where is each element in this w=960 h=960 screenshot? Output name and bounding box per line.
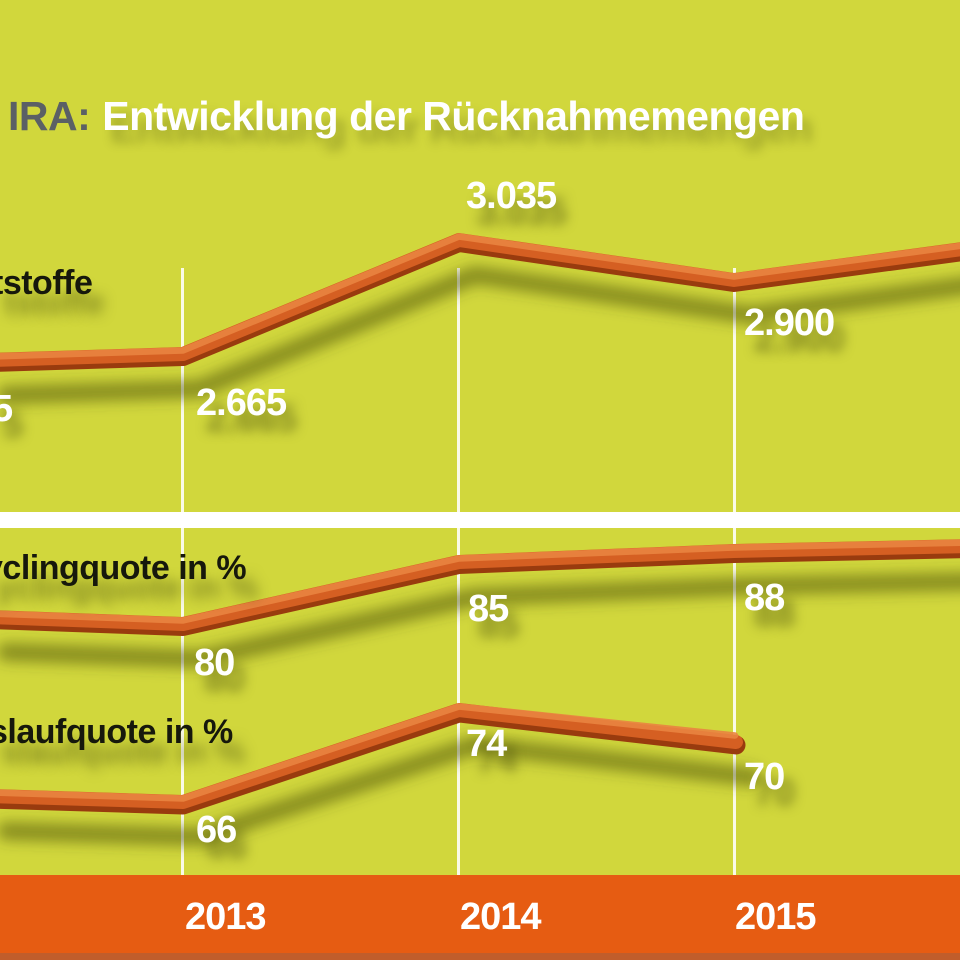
value-lauf-2015: 70 bbox=[744, 756, 785, 798]
year-label-2014: 2014 bbox=[460, 896, 542, 938]
series-label-tonnage: tstoffe bbox=[0, 264, 93, 302]
x-axis-band-edge bbox=[0, 953, 960, 960]
x-axis-band bbox=[0, 875, 960, 960]
value-tonnage-2015: 2.900 bbox=[744, 302, 835, 344]
line-lauf-quote bbox=[0, 703, 761, 846]
value-recycling-2014: 85 bbox=[468, 588, 509, 630]
series-label-lauf-quote: slaufquote in % bbox=[0, 713, 233, 751]
year-label-2015: 2015 bbox=[735, 896, 817, 938]
section-divider bbox=[0, 512, 960, 528]
line-tonnage bbox=[0, 233, 960, 404]
page-title-prefix: IRA: bbox=[8, 93, 91, 139]
value-tonnage-partial: 5 bbox=[0, 388, 13, 430]
value-lauf-2013: 66 bbox=[196, 809, 237, 851]
value-tonnage-2013: 2.665 bbox=[196, 382, 287, 424]
gridline-2015 bbox=[733, 268, 736, 875]
value-tonnage-2014: 3.035 bbox=[466, 175, 557, 217]
year-label-2013: 2013 bbox=[185, 896, 267, 938]
line-recycling-quote bbox=[0, 539, 960, 668]
value-lauf-2014: 74 bbox=[466, 723, 507, 765]
page-title: IRA: Entwicklung der Rücknahmemengen bbox=[8, 93, 805, 140]
series-label-recycling-quote: yclingquote in % bbox=[0, 549, 247, 587]
gridline-2013 bbox=[181, 268, 184, 875]
value-recycling-2013: 80 bbox=[194, 642, 235, 684]
value-recycling-2015: 88 bbox=[744, 577, 785, 619]
page-title-main: Entwicklung der Rücknahmemengen bbox=[102, 93, 805, 139]
